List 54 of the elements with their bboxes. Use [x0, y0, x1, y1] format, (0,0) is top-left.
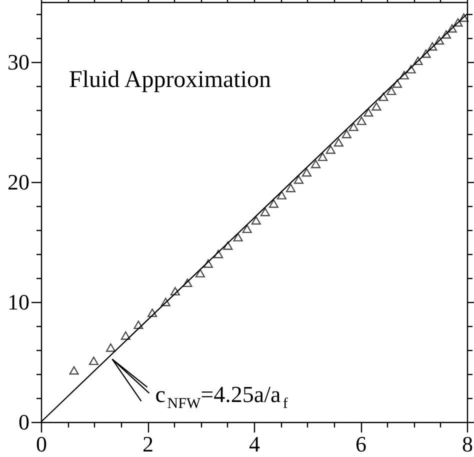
point — [69, 366, 79, 375]
y-tick-label: 30 — [8, 50, 30, 74]
point — [406, 64, 416, 74]
point — [453, 18, 463, 27]
point — [386, 86, 396, 96]
y-tick-label: 0 — [18, 410, 30, 434]
point — [378, 92, 388, 102]
annotation: Fluid Approximation — [69, 67, 272, 93]
point — [160, 298, 170, 306]
point — [392, 79, 402, 88]
point — [434, 36, 444, 45]
x-tick-label: 0 — [36, 432, 47, 456]
point — [342, 130, 352, 138]
point — [286, 184, 296, 192]
point — [88, 356, 98, 366]
point — [421, 49, 431, 58]
point — [182, 278, 192, 288]
point — [233, 232, 243, 242]
point — [459, 13, 469, 22]
x-tick-label: 6 — [356, 432, 366, 456]
point — [120, 331, 130, 340]
x-tick-label: 8 — [462, 432, 473, 456]
point — [348, 122, 358, 132]
point — [294, 175, 304, 184]
point — [356, 116, 366, 126]
point — [195, 268, 205, 278]
point — [260, 208, 270, 216]
point — [170, 286, 180, 296]
point — [364, 108, 374, 117]
point — [268, 199, 278, 208]
point — [203, 259, 213, 268]
point — [318, 152, 328, 162]
point — [242, 224, 252, 234]
point — [326, 145, 336, 154]
point — [276, 190, 286, 200]
x-tick-label: 4 — [249, 432, 260, 456]
point — [302, 168, 312, 177]
point — [148, 308, 158, 318]
x-tick-label: 2 — [142, 432, 154, 456]
point — [399, 70, 409, 80]
point — [334, 138, 344, 147]
point — [372, 102, 382, 111]
point — [214, 250, 224, 258]
point — [134, 320, 144, 330]
point — [441, 30, 452, 39]
point — [223, 241, 233, 250]
point — [413, 56, 423, 66]
point — [251, 216, 261, 225]
point — [106, 343, 116, 352]
point — [310, 160, 321, 168]
point — [428, 42, 438, 51]
point — [447, 24, 457, 33]
y-tick-label: 20 — [8, 170, 30, 194]
y-tick-label: 10 — [8, 290, 30, 314]
